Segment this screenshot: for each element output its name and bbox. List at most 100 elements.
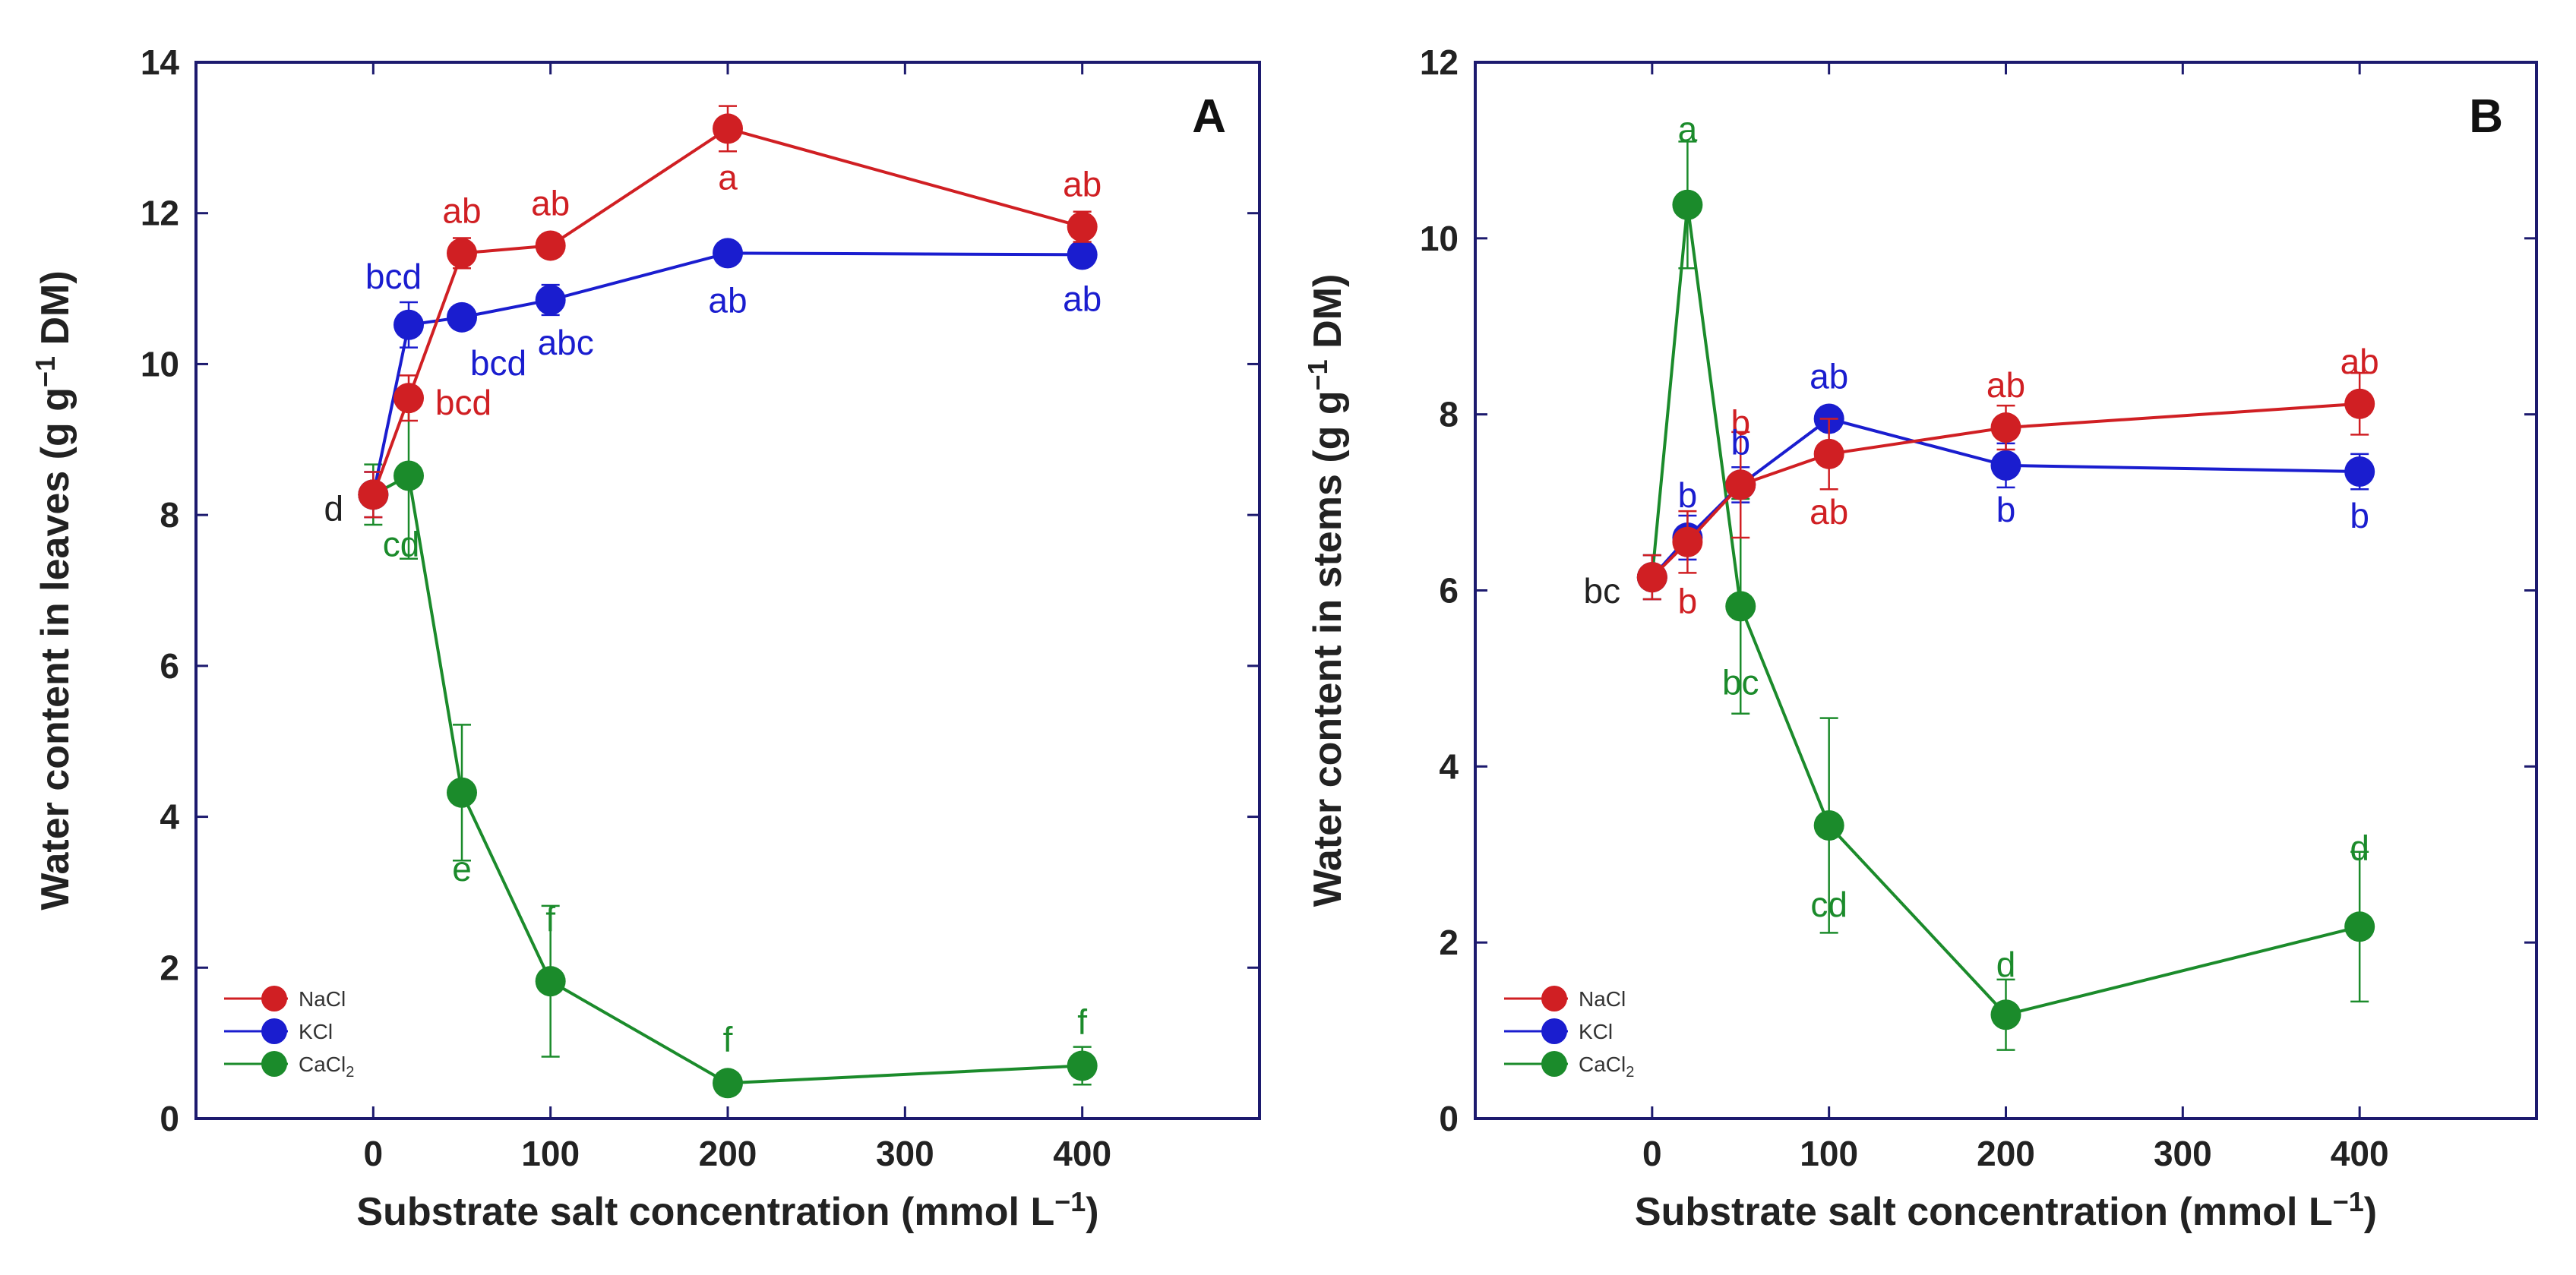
significance-label: ab (442, 191, 481, 230)
y-tick-label: 14 (141, 43, 180, 82)
legend: NaCl KCl CaCl2 (224, 986, 354, 1081)
y-tick-label: 8 (1439, 395, 1459, 434)
significance-label: ab (1810, 492, 1848, 532)
significance-label: d (2350, 828, 2369, 867)
series-cacl (1636, 140, 2375, 1051)
significance-label: b (1731, 422, 1750, 462)
legend-label: NaCl (1579, 987, 1626, 1011)
significance-label: ab (1063, 279, 1102, 318)
y-tick-label: 10 (141, 344, 179, 383)
significance-label: ab (2341, 342, 2379, 381)
y-tick-label: 4 (1439, 746, 1459, 786)
significance-label: cd (1810, 885, 1847, 924)
data-point (447, 238, 477, 269)
data-point (1990, 999, 2021, 1030)
y-tick-label: 8 (160, 495, 179, 535)
significance-label: b (2350, 496, 2369, 535)
data-point (2344, 388, 2375, 419)
y-tick-label: 2 (1439, 923, 1459, 962)
data-point (1813, 809, 1844, 841)
data-point (535, 966, 566, 997)
data-point (713, 238, 743, 269)
significance-label: bcd (470, 343, 526, 383)
y-tick-label: 12 (141, 194, 179, 233)
legend-marker (1541, 986, 1567, 1011)
significance-label: bc (1722, 662, 1759, 702)
data-point (1672, 189, 1703, 220)
data-point (1725, 591, 1756, 622)
data-point (447, 777, 477, 808)
data-point (1813, 438, 1844, 469)
y-tick-label: 12 (1420, 43, 1459, 82)
legend-marker (261, 1051, 287, 1077)
significance-label: b (1678, 475, 1698, 515)
significance-label: ab (708, 280, 747, 320)
significance-label: f (723, 1019, 733, 1059)
y-tick-label: 6 (160, 646, 179, 686)
chart-panel-a: 0 2 4 6 8 10 12 14 0 100 200 300 400 Substrate salt c… (30, 43, 1261, 1234)
significance-label: b (1996, 490, 2016, 529)
data-point (535, 284, 566, 315)
x-tick-label: 0 (364, 1134, 384, 1173)
legend-marker (1541, 1018, 1567, 1044)
y-tick-label: 6 (1439, 571, 1459, 611)
x-tick-label: 200 (699, 1134, 757, 1173)
significance-label: ab (1810, 356, 1848, 396)
series-line (1650, 204, 2360, 1017)
significance-label: d (324, 488, 344, 528)
data-point (447, 301, 477, 333)
data-point (1067, 239, 1098, 270)
chart-panel-b: 0 2 4 6 8 10 12 0 100 200 300 400 Substrate salt con… (1302, 43, 2538, 1234)
legend-label: KCl (299, 1020, 333, 1043)
data-point (1067, 211, 1098, 242)
series-line (371, 127, 1083, 496)
y-axis-title: Water content in stems (g g−1 DM) (1302, 274, 1350, 907)
data-point (2344, 456, 2375, 488)
x-tick-label: 300 (876, 1134, 934, 1173)
legend-label: CaCl2 (1579, 1053, 1634, 1081)
series-cacl (358, 391, 1098, 1099)
legend-marker (1541, 1051, 1567, 1077)
series-line (371, 251, 1083, 495)
data-point (713, 113, 743, 144)
significance-label: f (1077, 1002, 1087, 1041)
x-axis-title: Substrate salt concentration (mmol L−1) (356, 1186, 1098, 1234)
x-tick-label: 0 (1642, 1134, 1662, 1173)
y-axis-title: Water content in leaves (g g−1 DM) (30, 270, 77, 910)
legend: NaCl KCl CaCl2 (1504, 986, 1634, 1081)
significance-label: ab (1987, 365, 2025, 405)
data-point (394, 460, 424, 491)
panel-letter: A (1192, 90, 1226, 143)
significance-label: b (1678, 582, 1698, 621)
data-point (2344, 911, 2375, 942)
series-nacl (1636, 371, 2375, 601)
data-point (394, 383, 424, 414)
y-tick-label: 4 (160, 797, 179, 837)
data-point (535, 230, 566, 261)
x-tick-label: 100 (521, 1134, 580, 1173)
significance-label: f (545, 899, 555, 939)
x-tick-label: 400 (2331, 1134, 2389, 1173)
x-tick-label: 200 (1977, 1134, 2035, 1173)
y-tick-label: 0 (1439, 1099, 1459, 1138)
x-tick-label: 100 (1800, 1134, 1858, 1173)
significance-label: a (1678, 109, 1698, 149)
data-point (1990, 412, 2021, 443)
significance-label: bcd (435, 383, 491, 422)
plot-frame (194, 61, 1261, 1120)
significance-label: ab (531, 183, 570, 222)
data-point (1672, 526, 1703, 557)
significance-label: bc (1584, 571, 1621, 611)
x-tick-label: 300 (2154, 1134, 2212, 1173)
significance-label: b (1731, 402, 1750, 442)
legend-label: NaCl (299, 987, 346, 1011)
significance-label: d (1996, 945, 2016, 984)
significance-label: e (452, 849, 472, 888)
data-point (713, 1068, 743, 1099)
panel-letter: B (2469, 90, 2503, 143)
legend-marker (261, 986, 287, 1011)
legend-label: KCl (1579, 1020, 1613, 1043)
x-axis-title: Substrate salt concentration (mmol L−1) (1635, 1186, 2377, 1234)
legend-label: CaCl2 (299, 1053, 354, 1081)
significance-label: a (718, 157, 738, 197)
